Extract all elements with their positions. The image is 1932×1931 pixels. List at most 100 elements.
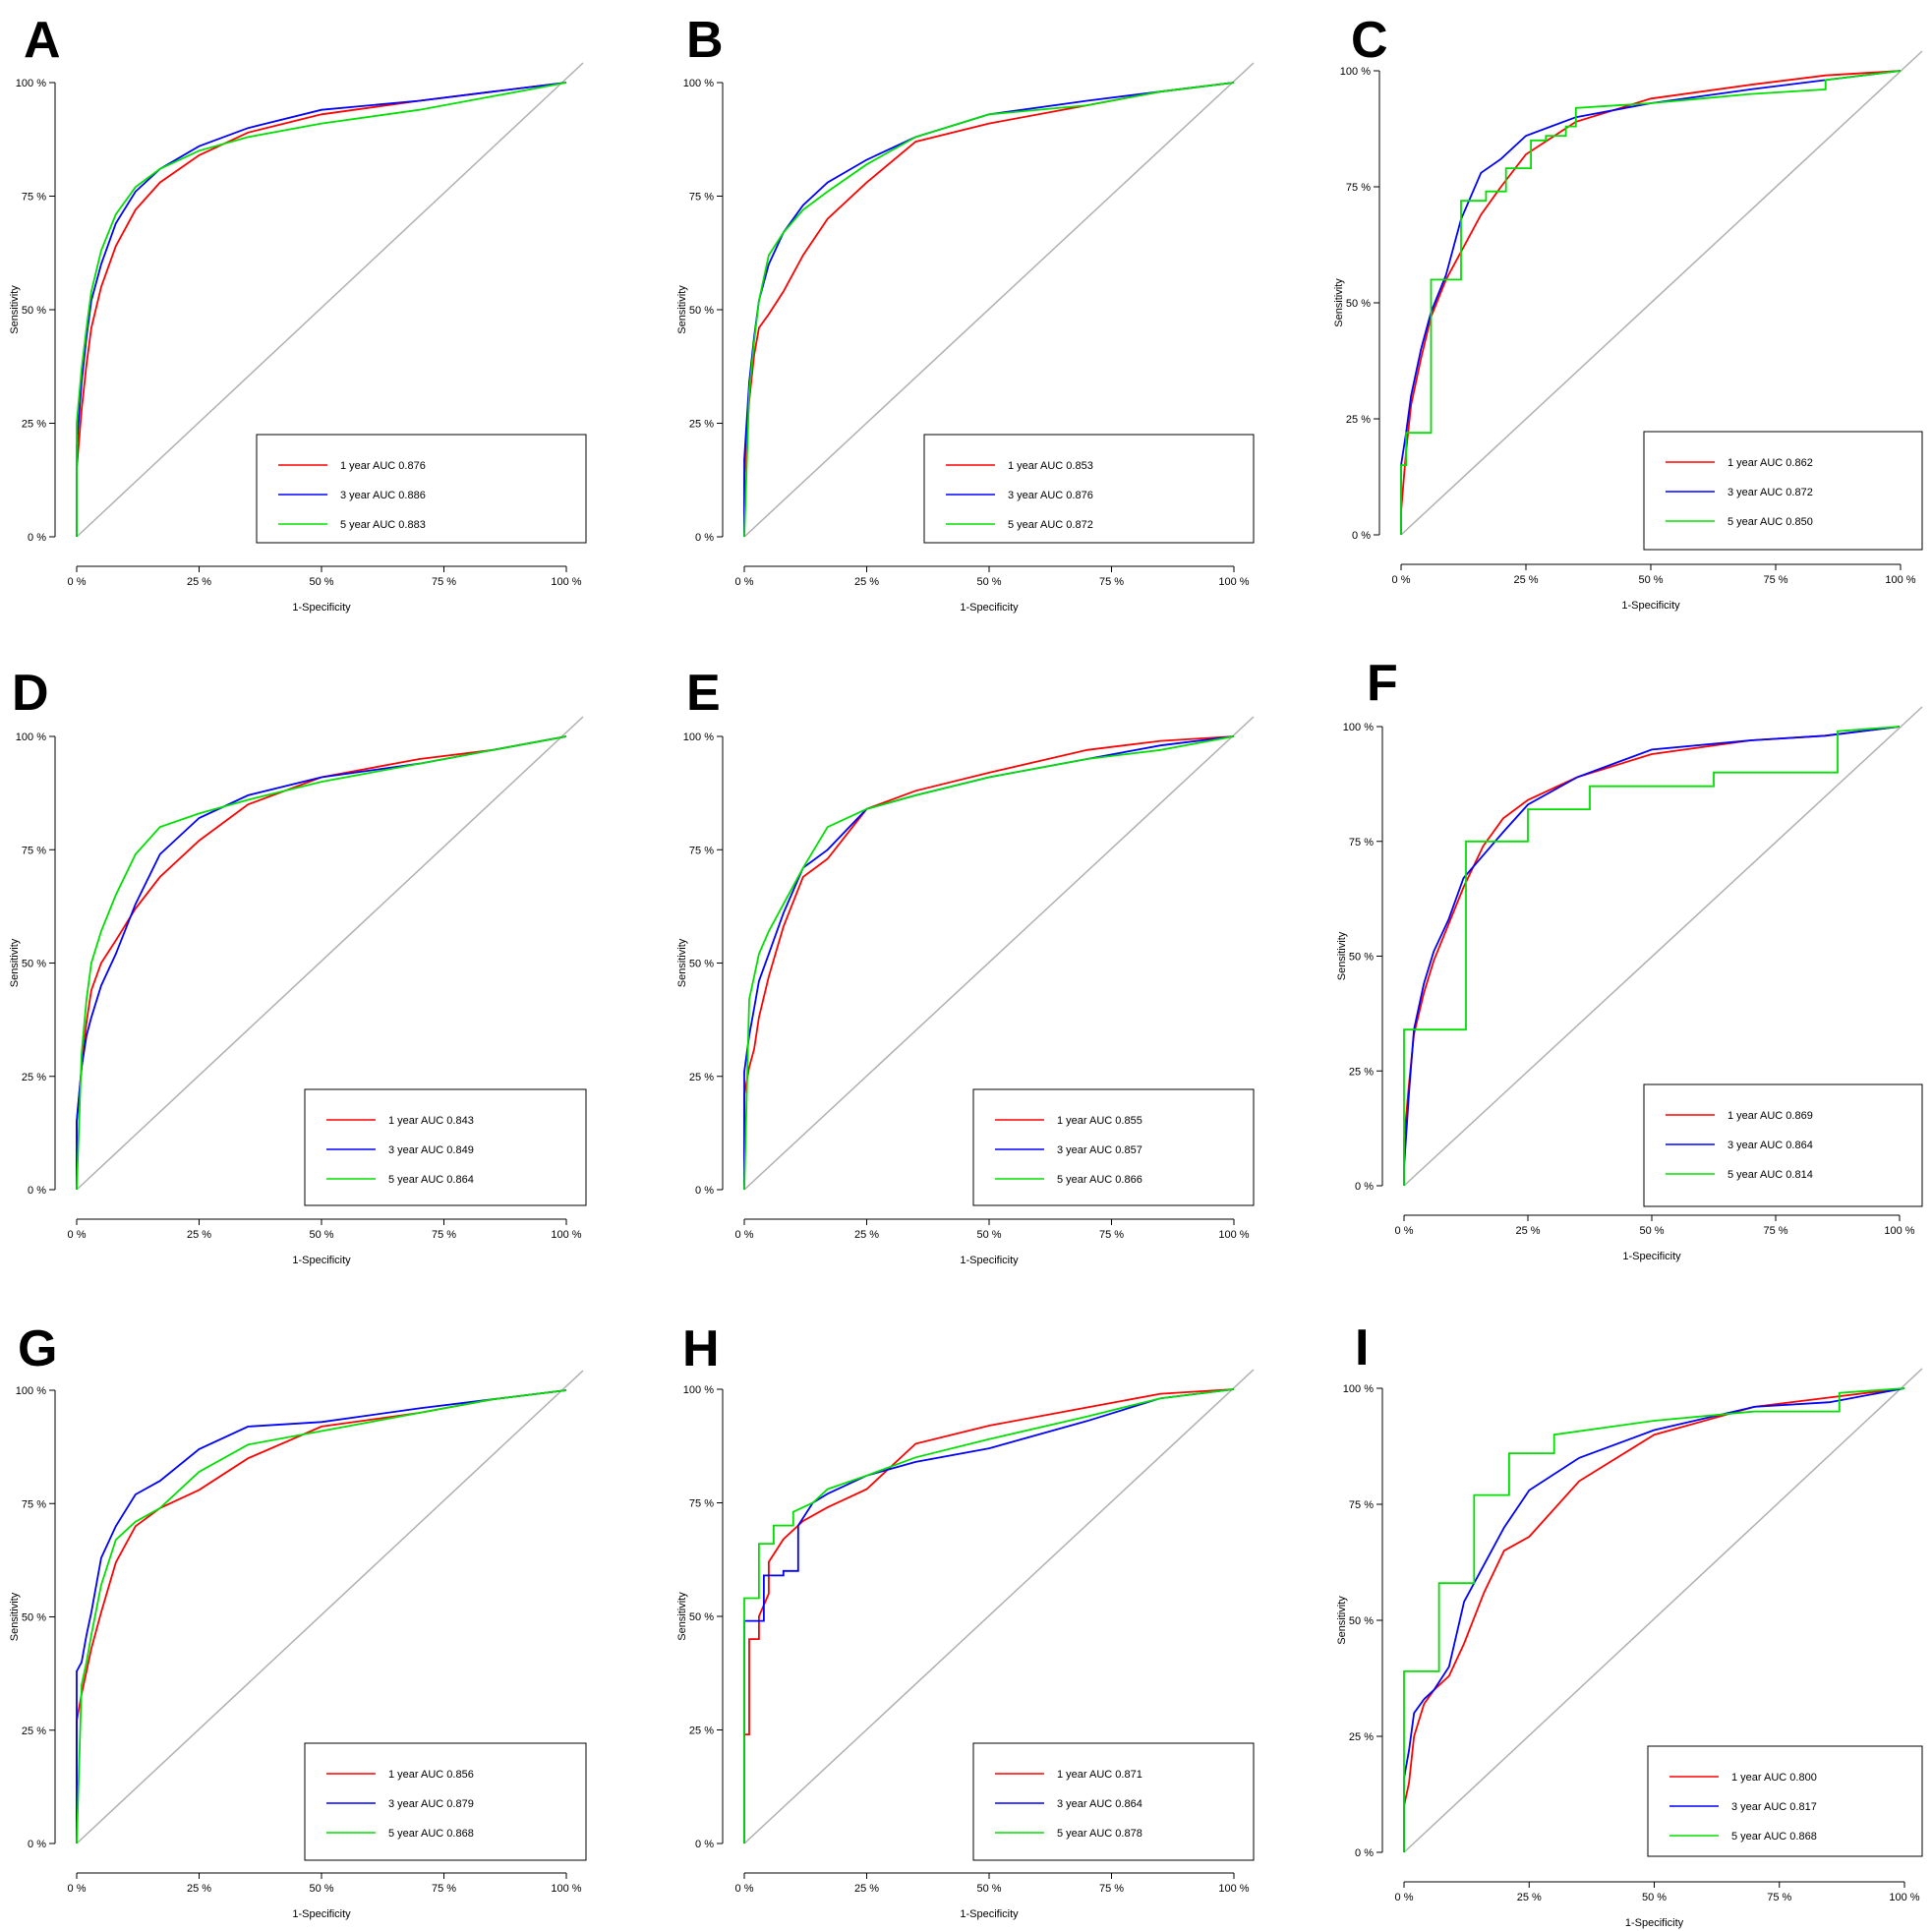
roc-panel-a: A 0 % 0 % 25 % 25 % 50 % 50 % 75 % 75 % 100 % 100 … <box>9 12 587 614</box>
roc-panel-g: G 0 % 0 % 25 % 25 % 50 % 50 % 75 % 75 % 100 % 100 … <box>9 1320 587 1920</box>
diagonal-reference-line <box>743 716 1255 1191</box>
x-tick-label: 50 % <box>309 576 333 588</box>
legend: 1 year AUC 0.855 3 year AUC 0.857 5 year A… <box>972 1088 1255 1206</box>
y-tick-label: 75 % <box>1346 182 1371 194</box>
x-axis-title: 1-Specificity <box>1625 1917 1684 1929</box>
y-tick-label: 50 % <box>689 959 714 970</box>
x-axis-title: 1-Specificity <box>1621 600 1680 612</box>
roc-curve-3-year <box>1400 70 1902 535</box>
x-tick-label: 75 % <box>432 576 456 588</box>
y-tick-label: 100 % <box>16 78 46 89</box>
x-tick-label: 75 % <box>1099 1229 1124 1241</box>
x-tick-label: 75 % <box>1767 1892 1791 1903</box>
y-tick-label: 100 % <box>683 1384 714 1396</box>
x-tick-label: 100 % <box>1218 1883 1249 1895</box>
y-tick-label: 50 % <box>1346 298 1371 310</box>
x-tick-label: 25 % <box>187 1229 211 1241</box>
x-axis-title: 1-Specificity <box>292 1908 351 1920</box>
roc-curve-5-year <box>76 82 567 537</box>
roc-curve-5-year <box>1403 1387 1905 1852</box>
panel-label: C <box>1351 12 1388 69</box>
legend-box <box>1643 431 1923 551</box>
roc-curve-3-year <box>76 1389 567 1843</box>
y-tick-label: 75 % <box>22 192 46 204</box>
x-tick-label: 0 % <box>68 1883 87 1895</box>
y-tick-label: 75 % <box>689 1498 714 1510</box>
legend: 1 year AUC 0.876 3 year AUC 0.886 5 year A… <box>256 434 587 544</box>
roc-curve-5-year <box>743 735 1235 1191</box>
y-tick-label: 25 % <box>689 1072 714 1083</box>
y-tick-label: 0 % <box>1352 530 1371 542</box>
legend: 1 year AUC 0.862 3 year AUC 0.872 5 year A… <box>1643 431 1923 551</box>
roc-curve-1-year <box>743 82 1235 537</box>
roc-panel-f: F 0 % 0 % 25 % 25 % 50 % 50 % 75 % 75 % 100 % 100 … <box>1336 655 1923 1262</box>
roc-curve-3-year <box>743 1388 1235 1843</box>
y-tick-label: 50 % <box>22 959 46 970</box>
x-tick-label: 75 % <box>1099 1883 1124 1895</box>
legend-box <box>304 1088 587 1206</box>
x-tick-label: 0 % <box>1395 1225 1414 1237</box>
x-tick-label: 0 % <box>68 1229 87 1241</box>
roc-curve-1-year <box>76 1389 567 1843</box>
x-tick-label: 100 % <box>1218 1229 1249 1241</box>
diagonal-reference-line <box>76 1370 584 1844</box>
x-axis-title: 1-Specificity <box>960 1255 1019 1266</box>
x-tick-label: 25 % <box>187 576 211 588</box>
x-tick-label: 50 % <box>309 1229 333 1241</box>
legend: 1 year AUC 0.843 3 year AUC 0.849 5 year A… <box>304 1088 587 1206</box>
y-tick-label: 75 % <box>1349 1499 1374 1511</box>
x-tick-label: 50 % <box>1639 1225 1664 1237</box>
x-tick-label: 0 % <box>1395 1892 1414 1903</box>
x-tick-label: 75 % <box>432 1883 456 1895</box>
legend-entry: 3 year AUC 0.886 <box>340 490 426 501</box>
legend: 1 year AUC 0.800 3 year AUC 0.817 5 year A… <box>1647 1745 1923 1857</box>
legend-entry: 5 year AUC 0.872 <box>1008 519 1093 531</box>
legend-box <box>1643 1083 1923 1207</box>
roc-curve-5-year <box>1403 726 1901 1186</box>
y-tick-label: 25 % <box>1349 1066 1374 1078</box>
y-tick-label: 25 % <box>689 419 714 431</box>
roc-curve-5-year <box>76 1389 567 1844</box>
legend: 1 year AUC 0.869 3 year AUC 0.864 5 year A… <box>1643 1083 1923 1207</box>
x-tick-label: 50 % <box>976 1883 1001 1895</box>
roc-panel-c: C 0 % 0 % 25 % 25 % 50 % 50 % 75 % 75 % 100 % 100 … <box>1333 12 1923 612</box>
y-tick-label: 0 % <box>28 1185 46 1197</box>
legend-entry: 5 year AUC 0.868 <box>1731 1831 1817 1843</box>
y-axis-title: Sensitivity <box>676 1592 688 1641</box>
x-tick-label: 100 % <box>1218 576 1249 588</box>
x-tick-label: 50 % <box>1638 574 1663 586</box>
y-tick-label: 100 % <box>1343 1383 1374 1395</box>
y-tick-label: 100 % <box>1343 722 1374 733</box>
legend-entry: 3 year AUC 0.864 <box>1727 1140 1813 1151</box>
x-tick-label: 25 % <box>1515 1225 1540 1237</box>
legend-entry: 1 year AUC 0.855 <box>1057 1115 1142 1127</box>
y-tick-label: 50 % <box>1349 1615 1374 1627</box>
x-tick-label: 50 % <box>1642 1892 1667 1903</box>
legend: 1 year AUC 0.853 3 year AUC 0.876 5 year A… <box>923 434 1255 544</box>
roc-panel-i: I 0 % 0 % 25 % 25 % 50 % 50 % 75 % 75 % 100 % 100 … <box>1336 1319 1923 1929</box>
roc-panel-b: B 0 % 0 % 25 % 25 % 50 % 50 % 75 % 75 % 100 % 100 … <box>676 12 1255 614</box>
legend-entry: 3 year AUC 0.872 <box>1727 487 1813 498</box>
y-tick-label: 100 % <box>16 731 46 743</box>
legend-entry: 1 year AUC 0.800 <box>1731 1772 1817 1784</box>
diagonal-reference-line <box>76 62 584 538</box>
diagonal-reference-line <box>743 62 1255 538</box>
legend-entry: 3 year AUC 0.876 <box>1008 490 1093 501</box>
y-tick-label: 0 % <box>695 532 714 544</box>
legend-box <box>1647 1745 1923 1857</box>
panel-label: F <box>1367 655 1398 712</box>
x-axis-title: 1-Specificity <box>292 1255 351 1266</box>
legend-entry: 3 year AUC 0.864 <box>1057 1798 1142 1810</box>
y-tick-label: 100 % <box>683 78 714 89</box>
panel-label: B <box>686 12 724 69</box>
legend-box <box>972 1742 1255 1861</box>
y-tick-label: 25 % <box>1346 414 1371 426</box>
legend-entry: 3 year AUC 0.879 <box>388 1798 474 1810</box>
y-axis-title: Sensitivity <box>9 285 21 334</box>
y-tick-label: 25 % <box>22 419 46 431</box>
diagonal-reference-line <box>1403 706 1923 1187</box>
x-tick-label: 100 % <box>1884 1225 1914 1237</box>
panel-label: D <box>12 665 49 722</box>
legend-entry: 1 year AUC 0.869 <box>1727 1110 1813 1122</box>
x-tick-label: 25 % <box>854 1883 879 1895</box>
